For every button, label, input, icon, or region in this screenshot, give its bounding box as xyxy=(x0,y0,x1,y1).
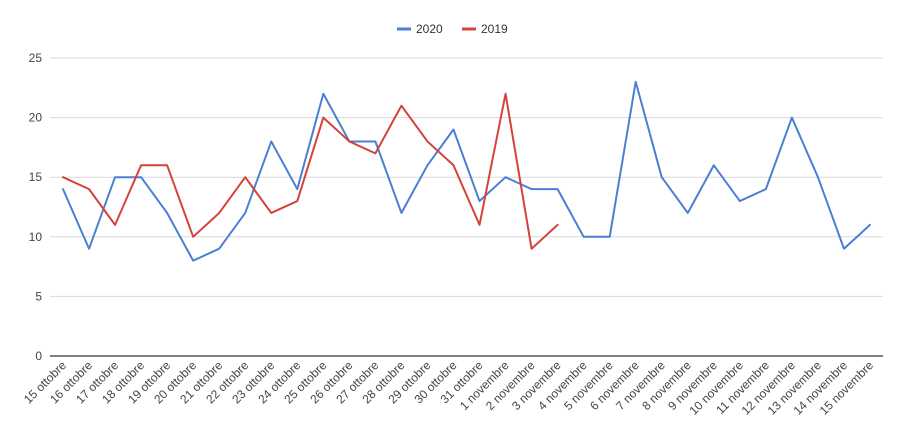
series-line-2020 xyxy=(62,80,871,262)
y-tick-label: 15 xyxy=(29,170,43,184)
y-tick-label: 0 xyxy=(35,349,42,363)
gridlines xyxy=(50,57,883,357)
legend-label-2020: 2020 xyxy=(416,22,443,36)
series-line-2019 xyxy=(62,92,559,250)
legend-label-2019: 2019 xyxy=(481,22,508,36)
y-tick-label: 5 xyxy=(35,289,42,303)
y-axis: 0 5 10 15 20 25 xyxy=(29,51,43,363)
series-lines xyxy=(62,80,871,262)
y-tick-label: 25 xyxy=(29,51,43,65)
y-tick-label: 20 xyxy=(29,111,43,125)
y-tick-label: 10 xyxy=(29,230,43,244)
legend: 2020 2019 xyxy=(397,22,508,36)
